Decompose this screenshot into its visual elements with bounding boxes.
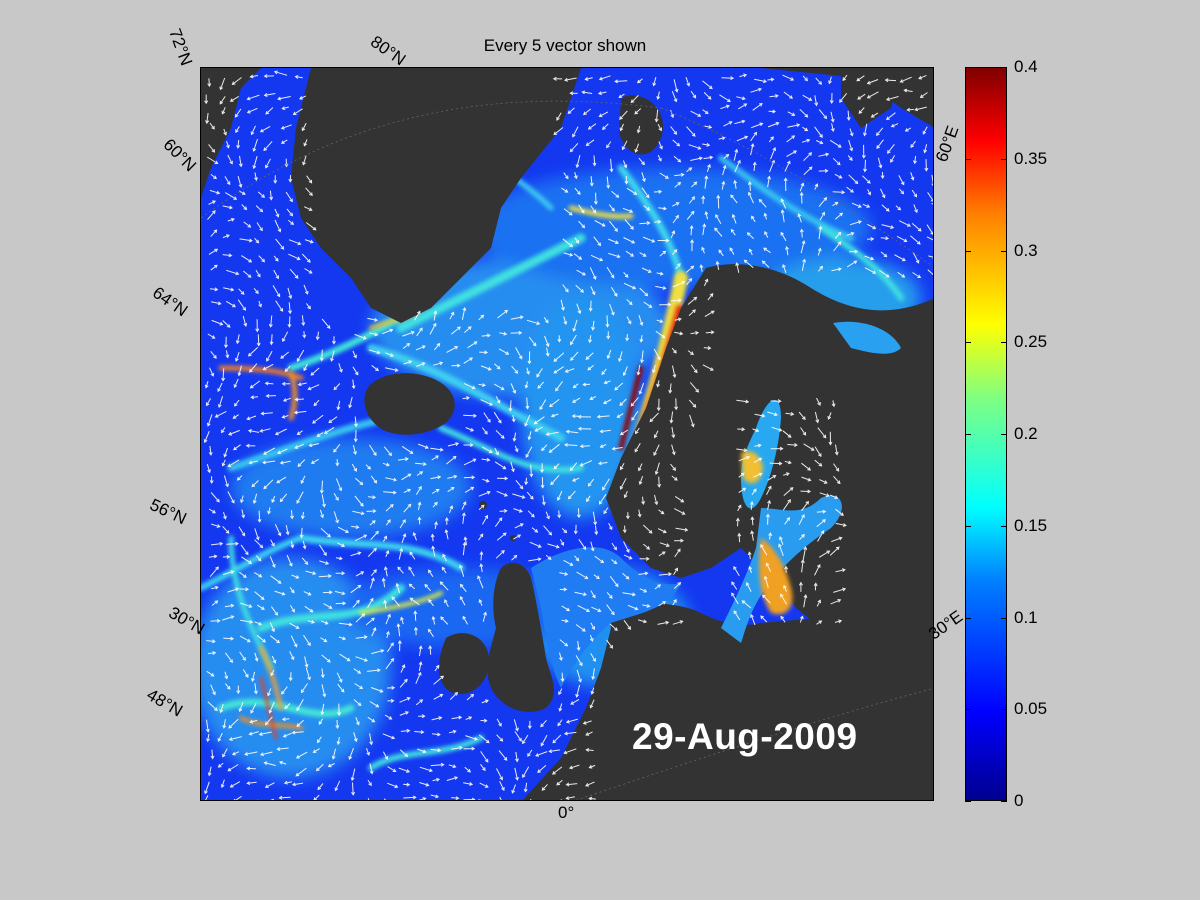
colorbar-tick-mark xyxy=(1001,525,1007,527)
colorbar-tick-mark xyxy=(1001,250,1007,252)
north-sea xyxy=(531,547,681,688)
colorbar-tick-mark xyxy=(965,250,971,252)
colorbar-tick-label: 0.05 xyxy=(1014,699,1048,719)
colorbar-tick-label: 0 xyxy=(1014,791,1024,810)
colorbar-tick-mark xyxy=(965,158,971,160)
colorbar-tick-mark xyxy=(1001,617,1007,619)
colorbar-tick-label: 0.25 xyxy=(1014,332,1048,352)
colorbar-tick-mark xyxy=(1001,801,1007,802)
colorbar-tick-mark xyxy=(1001,434,1007,435)
colorbar-tick-mark xyxy=(965,617,971,619)
current-accents xyxy=(218,205,634,740)
colorbar-tick-label: 0.1 xyxy=(1014,607,1038,627)
colorbar-tick-mark xyxy=(965,67,971,68)
colorbar-tick-label: 0.15 xyxy=(1014,515,1048,535)
lat-label-56n: 56°N xyxy=(146,495,190,529)
colorbar-tick-mark xyxy=(965,342,971,344)
colorbar-tick-mark xyxy=(1001,709,1007,711)
colorbar-tick-mark xyxy=(1001,67,1007,68)
colorbar-tick-mark xyxy=(965,434,971,435)
map-frame xyxy=(200,67,934,801)
lat-label-72n: 72°N xyxy=(165,26,196,69)
vector-arrows xyxy=(203,70,933,800)
plot-title: Every 5 vector shown xyxy=(483,36,647,55)
date-label: 29-Aug-2009 xyxy=(632,716,858,757)
colorbar-tick-mark xyxy=(1001,158,1007,160)
colorbar-tick-mark xyxy=(965,801,971,802)
graticule xyxy=(201,100,933,800)
colorbar-tick-mark xyxy=(965,525,971,527)
baltic-sea xyxy=(721,321,901,643)
lat-label-60n: 60°N xyxy=(159,135,200,176)
lat-label-64n: 64°N xyxy=(149,283,192,321)
lon-label-60e: 60°E xyxy=(932,123,963,165)
current-speed-map xyxy=(201,68,933,800)
lat-label-48n: 48°N xyxy=(143,685,186,721)
colorbar-tick-mark xyxy=(965,709,971,711)
colorbar-tick-label: 0.2 xyxy=(1014,424,1038,443)
colorbar-tick-label: 0.3 xyxy=(1014,240,1038,260)
colorbar-tick-label: 0.35 xyxy=(1014,148,1048,168)
colorbar-tick-mark xyxy=(1001,342,1007,344)
colorbar-tick-label: 0.4 xyxy=(1014,57,1038,76)
lon-label-0: 0° xyxy=(558,803,575,822)
